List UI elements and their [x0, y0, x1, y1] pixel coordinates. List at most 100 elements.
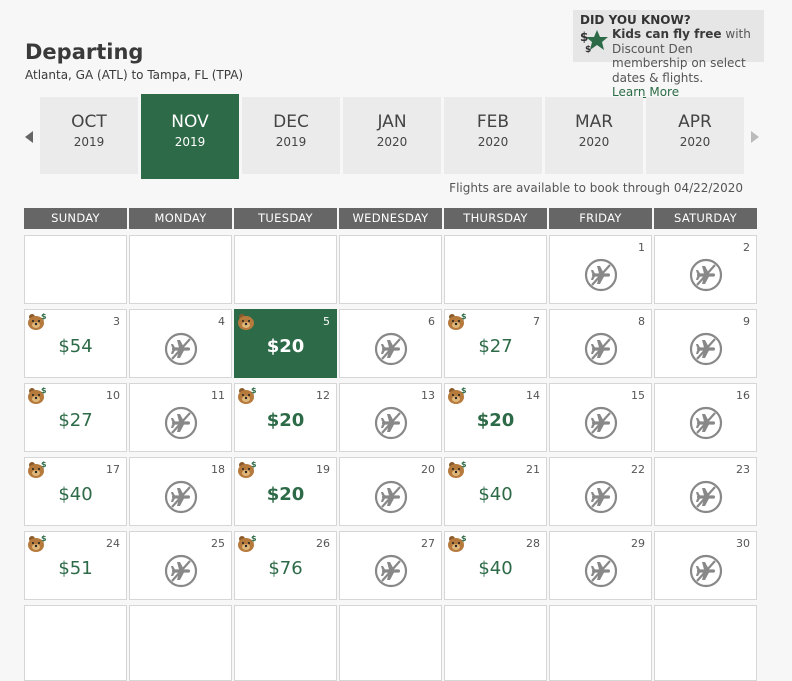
availability-note: Flights are available to book through 04…	[449, 181, 743, 195]
month-year: 2020	[376, 135, 408, 149]
month-name: FEB	[476, 112, 510, 132]
route-label: Atlanta, GA (ATL) to Tampa, FL (TPA)	[25, 68, 244, 82]
calendar-day-22: 22	[549, 457, 652, 526]
calendar-cell-empty	[129, 235, 232, 304]
discount-den-icon: $	[238, 312, 257, 330]
month-year: 2019	[275, 135, 307, 149]
month-tab-nov[interactable]: NOV 2019	[141, 94, 239, 179]
svg-text:$: $	[251, 460, 257, 469]
svg-text:$: $	[461, 312, 467, 321]
day-number: 21	[526, 463, 540, 476]
did-you-know-bold: Kids can fly free	[612, 27, 722, 41]
calendar-day-3[interactable]: 3 $ $54	[24, 309, 127, 378]
calendar-day-4: 4	[129, 309, 232, 378]
calendar-day-8: 8	[549, 309, 652, 378]
calendar-day-12[interactable]: 12 $ $20	[234, 383, 337, 452]
weekday-header-tuesday: TUESDAY	[234, 208, 337, 229]
did-you-know-box	[573, 10, 764, 62]
calendar-day-2: 2	[654, 235, 757, 304]
month-tab-feb[interactable]: FEB 2020	[444, 97, 542, 174]
weekday-header-friday: FRIDAY	[549, 208, 652, 229]
calendar-cell-empty	[24, 605, 127, 681]
day-number: 10	[106, 389, 120, 402]
day-number: 2	[743, 241, 750, 254]
calendar-day-19[interactable]: 19 $ $20	[234, 457, 337, 526]
calendar-cell-empty	[549, 605, 652, 681]
svg-text:$: $	[580, 30, 588, 44]
calendar-day-16: 16	[654, 383, 757, 452]
did-you-know-body: with Discount Den membership on select d…	[612, 27, 751, 85]
day-number: 19	[316, 463, 330, 476]
fare-price: $40	[58, 484, 93, 505]
no-flights-icon	[164, 480, 198, 514]
calendar-day-1: 1	[549, 235, 652, 304]
weekday-header-monday: MONDAY	[129, 208, 232, 229]
svg-text:$: $	[251, 534, 257, 543]
weekday-header-sunday: SUNDAY	[24, 208, 127, 229]
fare-price: $20	[476, 410, 515, 431]
discount-den-icon: $	[448, 312, 467, 330]
calendar-day-5[interactable]: 5 $ $20	[234, 309, 337, 378]
month-name: JAN	[377, 112, 407, 132]
day-number: 25	[211, 537, 225, 550]
discount-den-icon: $	[448, 534, 467, 552]
svg-text:$: $	[461, 534, 467, 543]
month-tab-jan[interactable]: JAN 2020	[343, 97, 441, 174]
calendar-cell-empty	[234, 235, 337, 304]
prev-month-chevron-left-icon[interactable]	[25, 131, 33, 143]
calendar-day-30: 30	[654, 531, 757, 600]
svg-text:$: $	[41, 312, 47, 321]
no-flights-icon	[164, 554, 198, 588]
discount-den-icon: $	[28, 534, 47, 552]
next-month-chevron-right-icon[interactable]	[751, 131, 759, 143]
calendar-day-6: 6	[339, 309, 442, 378]
discount-den-icon: $	[448, 460, 467, 478]
calendar-day-10[interactable]: 10 $ $27	[24, 383, 127, 452]
day-number: 24	[106, 537, 120, 550]
calendar-day-24[interactable]: 24 $ $51	[24, 531, 127, 600]
fare-price: $76	[268, 558, 303, 579]
fare-price: $20	[266, 336, 305, 357]
day-number: 6	[428, 315, 435, 328]
calendar-day-28[interactable]: 28 $ $40	[444, 531, 547, 600]
fare-price: $51	[58, 558, 93, 579]
no-flights-icon	[689, 332, 723, 366]
day-number: 26	[316, 537, 330, 550]
no-flights-icon	[164, 406, 198, 440]
day-number: 15	[631, 389, 645, 402]
no-flights-icon	[689, 480, 723, 514]
fare-price: $27	[58, 410, 93, 431]
no-flights-icon	[689, 554, 723, 588]
calendar-cell-empty	[234, 605, 337, 681]
month-tab-apr[interactable]: APR 2020	[646, 97, 744, 174]
day-number: 29	[631, 537, 645, 550]
weekday-header-saturday: SATURDAY	[654, 208, 757, 229]
calendar-cell-empty	[654, 605, 757, 681]
day-number: 8	[638, 315, 645, 328]
day-number: 5	[323, 315, 330, 328]
day-number: 18	[211, 463, 225, 476]
no-flights-icon	[689, 258, 723, 292]
month-year: 2019	[174, 135, 206, 149]
calendar-day-23: 23	[654, 457, 757, 526]
month-tab-oct[interactable]: OCT 2019	[40, 97, 138, 174]
learn-more-link[interactable]: Learn More	[612, 85, 680, 99]
calendar-day-17[interactable]: 17 $ $40	[24, 457, 127, 526]
no-flights-icon	[584, 480, 618, 514]
day-number: 28	[526, 537, 540, 550]
month-year: 2020	[477, 135, 509, 149]
calendar-day-21[interactable]: 21 $ $40	[444, 457, 547, 526]
day-number: 9	[743, 315, 750, 328]
no-flights-icon	[689, 406, 723, 440]
month-tab-dec[interactable]: DEC 2019	[242, 97, 340, 174]
page-title: Departing	[25, 40, 144, 64]
calendar-day-14[interactable]: 14 $ $20	[444, 383, 547, 452]
day-number: 12	[316, 389, 330, 402]
calendar-day-26[interactable]: 26 $ $76	[234, 531, 337, 600]
calendar-day-7[interactable]: 7 $ $27	[444, 309, 547, 378]
month-tab-mar[interactable]: MAR 2020	[545, 97, 643, 174]
calendar-day-11: 11	[129, 383, 232, 452]
day-number: 23	[736, 463, 750, 476]
fare-price: $20	[266, 410, 305, 431]
month-name: APR	[678, 112, 712, 132]
